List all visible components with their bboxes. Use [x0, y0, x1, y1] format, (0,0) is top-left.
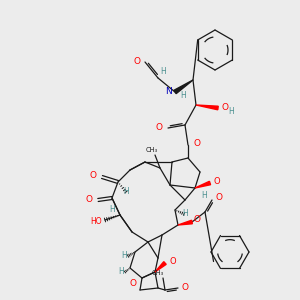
Text: O: O [86, 196, 93, 205]
Text: H: H [201, 191, 207, 200]
Text: O: O [214, 176, 220, 185]
Text: H: H [228, 107, 234, 116]
Text: H: H [118, 266, 124, 275]
Polygon shape [196, 105, 218, 110]
Polygon shape [178, 220, 192, 225]
Polygon shape [174, 80, 193, 94]
Text: H: H [160, 67, 166, 76]
Text: O: O [215, 193, 222, 202]
Text: O: O [221, 103, 228, 112]
Text: CH₃: CH₃ [146, 147, 158, 153]
Text: O: O [194, 214, 201, 224]
Text: O: O [182, 284, 189, 292]
Text: H: H [182, 208, 188, 217]
Text: CH₃: CH₃ [152, 270, 164, 276]
Text: O: O [90, 172, 97, 181]
Text: O: O [130, 280, 137, 289]
Text: O: O [133, 58, 140, 67]
Text: H: H [123, 188, 129, 196]
Text: O: O [169, 257, 175, 266]
Text: N: N [165, 88, 172, 97]
Text: O: O [156, 124, 163, 133]
Text: HO: HO [90, 217, 102, 226]
Text: H: H [109, 206, 115, 214]
Text: H: H [180, 91, 186, 100]
Text: O: O [193, 139, 200, 148]
Text: H: H [121, 250, 127, 260]
Polygon shape [155, 262, 166, 272]
Polygon shape [195, 181, 211, 188]
